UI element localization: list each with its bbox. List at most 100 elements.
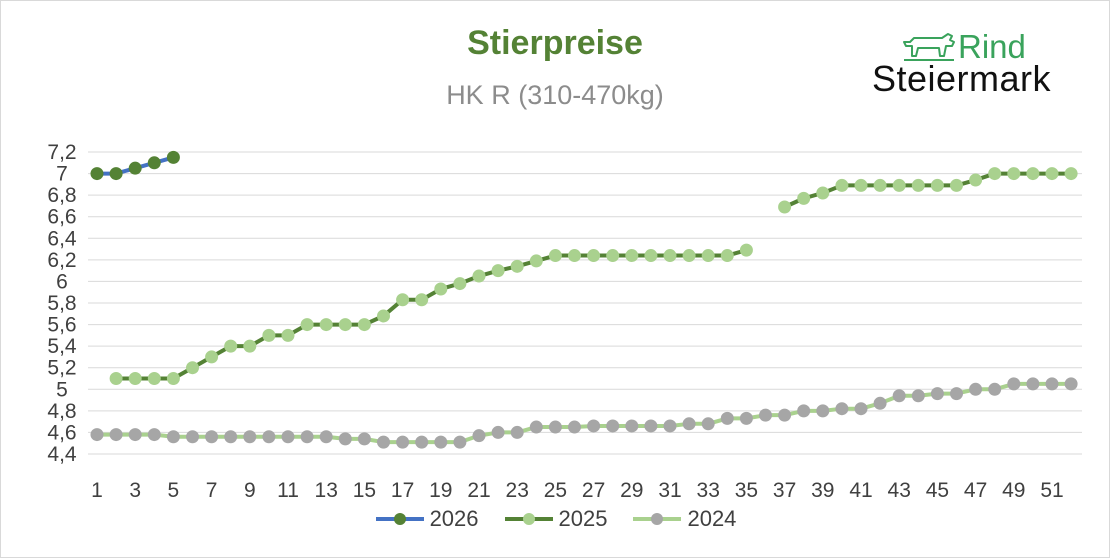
data-point [988,167,1002,181]
legend-label: 2024 [687,506,737,531]
data-point [434,435,448,449]
data-point [663,249,677,263]
series-2024 [90,377,1078,449]
data-point [300,430,314,444]
x-tick-label: 43 [888,479,911,502]
data-point [338,318,352,332]
data-point [1045,377,1059,391]
data-point [319,430,333,444]
legend-item-2026: 2026 [374,506,479,532]
data-point [338,432,352,446]
y-tick-label: 6,6 [47,206,76,229]
data-point [739,411,753,425]
data-point [930,178,944,192]
data-point [739,243,753,257]
data-point [682,249,696,263]
data-point [472,269,486,283]
legend-swatch [375,513,424,525]
x-tick-label: 37 [773,479,796,502]
data-point [892,178,906,192]
data-point [1007,167,1021,181]
data-point [147,428,161,442]
data-point [166,430,180,444]
data-point [281,328,295,342]
data-point [357,432,371,446]
data-point [759,408,772,422]
data-point [930,387,944,401]
y-tick-label: 7 [56,163,68,186]
data-point [243,430,257,444]
y-tick-label: 4,8 [47,400,76,423]
data-point [720,249,734,263]
legend-item-2024: 2024 [631,506,736,532]
data-point [911,389,925,403]
x-tick-label: 7 [206,479,218,502]
data-point [1045,167,1059,181]
series-2025 [109,167,1078,385]
data-point [663,419,677,433]
data-point [128,428,142,442]
gridlines [88,151,1082,455]
data-point [491,264,505,278]
data-point [587,249,601,263]
data-point [415,435,429,449]
x-tick-label: 17 [391,479,414,502]
y-tick-label: 6,2 [47,249,76,272]
x-tick-label: 19 [429,479,452,502]
y-tick-label: 6,4 [47,227,77,250]
x-tick-label: 21 [467,479,490,502]
data-point [453,435,467,449]
data-point [224,430,238,444]
data-point [873,178,887,192]
y-tick-label: 4,4 [47,443,77,466]
data-point [109,167,123,181]
data-point [205,350,219,364]
data-point [720,411,734,425]
data-point [816,186,830,200]
y-tick-label: 5,2 [47,357,76,380]
chart-subtitle: HK R (310-470kg) [446,80,664,110]
legend-label: 2025 [558,506,608,531]
data-point [1026,377,1040,391]
data-point [969,173,983,187]
data-point [644,249,658,263]
data-point [377,435,390,449]
data-point [1026,167,1040,181]
data-point [396,293,410,307]
y-tick-label: 5,4 [47,335,77,358]
data-point [548,249,562,263]
data-point [186,361,199,375]
series-line [95,381,1074,445]
data-point [90,428,104,442]
data-point [262,328,276,342]
data-point [510,425,524,439]
legend-swatch [633,513,682,525]
x-tick-label: 5 [168,479,180,502]
data-point [548,420,562,434]
series-2026 [90,150,180,181]
data-point [128,372,142,385]
data-point [625,419,639,433]
data-point [644,419,658,433]
data-point [128,161,142,175]
y-tick-label: 4,6 [47,421,76,444]
data-point [109,428,123,442]
data-point [166,372,180,385]
series-line [114,248,749,381]
x-tick-label: 3 [129,479,141,502]
logo-text-rind: Rind [958,28,1026,65]
x-tick-label: 25 [544,479,567,502]
data-point [797,404,811,418]
data-point [472,429,486,443]
x-tick-label: 11 [277,479,299,502]
x-tick-label: 31 [658,479,681,502]
x-tick-label: 15 [353,479,376,502]
data-point [568,249,581,263]
data-point [835,178,849,192]
data-point [568,420,581,434]
data-point [186,430,199,444]
data-point [854,402,868,416]
x-tick-label: 51 [1040,479,1063,502]
y-tick-label: 5 [56,378,68,401]
